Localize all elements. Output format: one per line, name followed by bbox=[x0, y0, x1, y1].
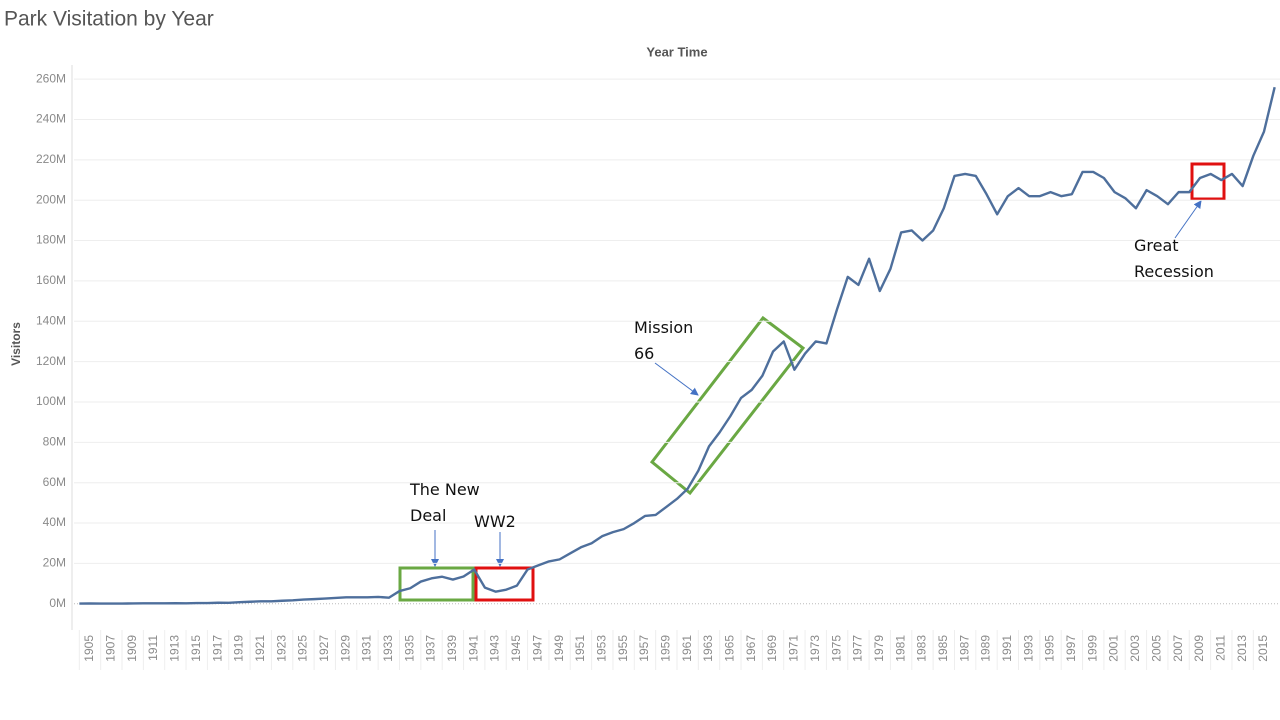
y-tick-label: 20M bbox=[43, 556, 66, 570]
x-tick-label: 1999 bbox=[1085, 635, 1099, 662]
x-tick-label: 1951 bbox=[573, 635, 587, 662]
x-tick-label: 1961 bbox=[680, 635, 694, 662]
y-axis-label: Visitors bbox=[9, 322, 23, 366]
x-tick-label: 1965 bbox=[723, 635, 737, 662]
x-tick-label: 1983 bbox=[915, 635, 929, 662]
x-tick-label: 1945 bbox=[509, 635, 523, 662]
x-tick-label: 1953 bbox=[594, 635, 608, 662]
x-tick-label: 1979 bbox=[872, 635, 886, 662]
x-tick-label: 1989 bbox=[979, 635, 993, 662]
x-tick-label: 1949 bbox=[552, 635, 566, 662]
x-tick-label: 1971 bbox=[787, 635, 801, 662]
x-tick-label: 1981 bbox=[893, 635, 907, 662]
arrow bbox=[654, 362, 699, 396]
x-tick-label: 2001 bbox=[1107, 635, 1121, 662]
annotation: Great Recession bbox=[1134, 236, 1214, 281]
x-tick-label: 1955 bbox=[616, 635, 630, 662]
x-tick-label: 2005 bbox=[1149, 635, 1163, 662]
x-tick-label: 1997 bbox=[1064, 635, 1078, 662]
x-tick-label: 1905 bbox=[82, 635, 96, 662]
x-tick-label: 2007 bbox=[1171, 635, 1185, 662]
x-tick-label: 1957 bbox=[637, 635, 651, 662]
y-tick-label: 100M bbox=[36, 394, 66, 408]
x-tick-label: 1947 bbox=[530, 635, 544, 662]
x-tick-label: 1969 bbox=[765, 635, 779, 662]
chart-title: Park Visitation by Year bbox=[4, 8, 214, 31]
x-tick-label: 1973 bbox=[808, 635, 822, 662]
arrow bbox=[1174, 200, 1202, 239]
y-tick-label: 0M bbox=[49, 596, 66, 610]
y-tick-label: 240M bbox=[36, 112, 66, 126]
x-tick-label: 1911 bbox=[146, 635, 160, 661]
y-tick-label: 180M bbox=[36, 233, 66, 247]
x-tick-label: 1909 bbox=[125, 635, 139, 662]
x-tick-label: 1977 bbox=[851, 635, 865, 662]
x-tick-label: 1991 bbox=[1000, 635, 1014, 662]
x-tick-label: 1941 bbox=[466, 635, 480, 662]
x-tick-label: 2003 bbox=[1128, 635, 1142, 662]
x-tick-label: 1921 bbox=[253, 635, 267, 662]
y-tick-label: 160M bbox=[36, 273, 66, 287]
x-tick-label: 1937 bbox=[424, 635, 438, 662]
x-tick-label: 2011 bbox=[1213, 635, 1227, 661]
x-tick-label: 1943 bbox=[488, 635, 502, 662]
x-tick-label: 1963 bbox=[701, 635, 715, 662]
y-tick-label: 120M bbox=[36, 354, 66, 368]
x-tick-label: 1935 bbox=[402, 635, 416, 662]
ww2-box bbox=[474, 566, 535, 602]
x-tick-label: 1917 bbox=[210, 635, 224, 662]
x-tick-label: 1939 bbox=[445, 635, 459, 662]
x-tick-label: 1923 bbox=[274, 635, 288, 662]
x-tick-label: 1985 bbox=[936, 635, 950, 662]
x-tick-label: 1975 bbox=[829, 635, 843, 662]
y-tick-label: 60M bbox=[43, 475, 66, 489]
x-tick-label: 1933 bbox=[381, 635, 395, 662]
y-tick-label: 220M bbox=[36, 152, 66, 166]
x-tick-label: 1993 bbox=[1021, 635, 1035, 662]
x-tick-label: 2015 bbox=[1256, 635, 1270, 662]
x-tick-label: 1907 bbox=[104, 635, 118, 662]
x-tick-label: 1929 bbox=[338, 635, 352, 662]
y-tick-label: 200M bbox=[36, 192, 66, 206]
annotation: Mission 66 bbox=[634, 318, 694, 363]
annotation-arrows bbox=[431, 200, 1202, 567]
x-tick-label: 1987 bbox=[957, 635, 971, 662]
annotation: WW2 bbox=[474, 512, 516, 531]
recession-box bbox=[1190, 162, 1226, 201]
x-tick-label: 1967 bbox=[744, 635, 758, 662]
new-deal-box bbox=[398, 566, 475, 602]
y-tick-label: 40M bbox=[43, 515, 66, 529]
x-tick-label: 1959 bbox=[658, 635, 672, 662]
x-tick-label: 1913 bbox=[168, 635, 182, 662]
y-tick-label: 260M bbox=[36, 71, 66, 85]
x-tick-label: 1931 bbox=[360, 635, 374, 662]
x-tick-label: 1927 bbox=[317, 635, 331, 662]
x-header: Year Time bbox=[646, 44, 707, 59]
x-tick-label: 2009 bbox=[1192, 635, 1206, 662]
y-tick-label: 140M bbox=[36, 313, 66, 327]
x-tick-label: 1925 bbox=[296, 635, 310, 662]
annotation: The New Deal bbox=[410, 480, 480, 525]
x-tick-label: 1995 bbox=[1043, 635, 1057, 662]
x-tick-label: 1915 bbox=[189, 635, 203, 662]
data-line bbox=[79, 86, 1276, 605]
x-tick-label: 2013 bbox=[1235, 635, 1249, 662]
y-tick-label: 80M bbox=[43, 435, 66, 449]
x-tick-label: 1919 bbox=[232, 635, 246, 662]
